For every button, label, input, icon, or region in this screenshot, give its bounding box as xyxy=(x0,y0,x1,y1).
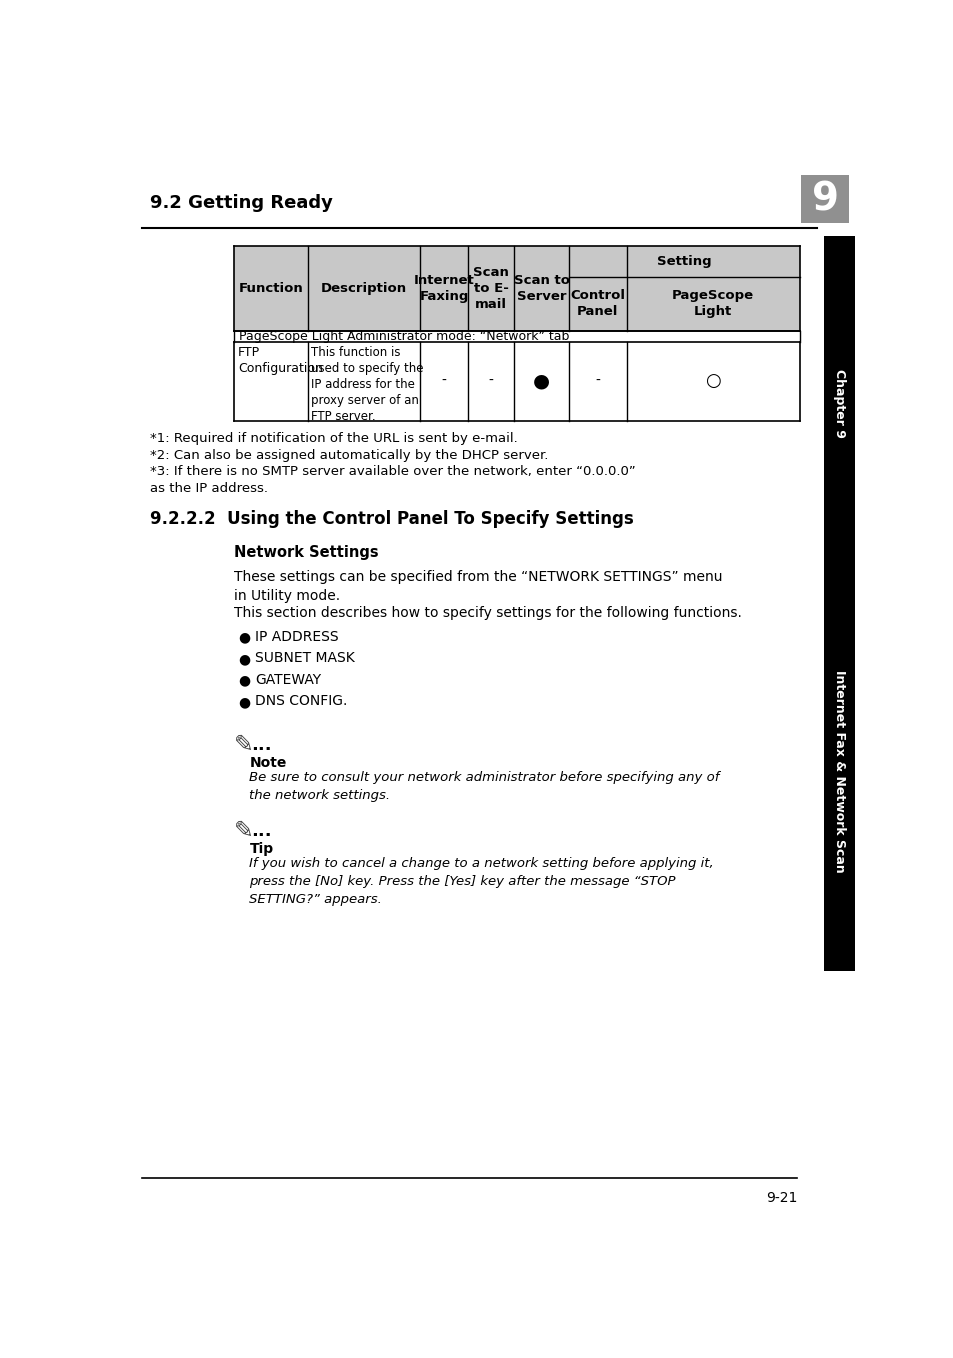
Text: ✎: ✎ xyxy=(233,733,253,756)
Text: Chapter 9: Chapter 9 xyxy=(833,369,845,439)
Text: *2: Can also be assigned automatically by the DHCP server.: *2: Can also be assigned automatically b… xyxy=(150,448,548,462)
Text: ●: ● xyxy=(238,674,251,687)
Text: Be sure to consult your network administrator before specifying any of
the netwo: Be sure to consult your network administ… xyxy=(249,771,720,803)
Text: IP ADDRESS: IP ADDRESS xyxy=(254,630,338,644)
Text: Scan
to E-
mail: Scan to E- mail xyxy=(473,266,509,311)
Text: Control
Panel: Control Panel xyxy=(570,289,624,318)
Text: Note: Note xyxy=(249,756,287,770)
Text: Function: Function xyxy=(238,282,303,295)
Text: Internet
Faxing: Internet Faxing xyxy=(414,274,474,303)
Text: These settings can be specified from the “NETWORK SETTINGS” menu
in Utility mode: These settings can be specified from the… xyxy=(233,569,721,603)
Text: GATEWAY: GATEWAY xyxy=(254,672,320,687)
Text: -: - xyxy=(441,375,446,388)
Text: This section describes how to specify settings for the following functions.: This section describes how to specify se… xyxy=(233,607,741,621)
Text: If you wish to cancel a change to a network setting before applying it,
press th: If you wish to cancel a change to a netw… xyxy=(249,857,714,907)
Text: ●: ● xyxy=(238,695,251,709)
Text: ...: ... xyxy=(251,736,272,754)
Text: -: - xyxy=(595,375,599,388)
Text: ●: ● xyxy=(238,630,251,644)
Text: Setting: Setting xyxy=(657,255,711,268)
Text: 9.2 Getting Ready: 9.2 Getting Ready xyxy=(150,194,333,212)
FancyBboxPatch shape xyxy=(823,572,855,971)
Text: Description: Description xyxy=(320,282,406,295)
Text: ○: ○ xyxy=(704,372,720,390)
Text: ...: ... xyxy=(251,822,272,841)
Text: 9.2.2.2  Using the Control Panel To Specify Settings: 9.2.2.2 Using the Control Panel To Speci… xyxy=(150,511,634,528)
Text: PageScope Light Administrator mode: “Network” tab: PageScope Light Administrator mode: “Net… xyxy=(238,330,568,342)
Text: ●: ● xyxy=(238,652,251,665)
Text: FTP
Configuration: FTP Configuration xyxy=(237,346,322,375)
Text: Scan to
Server: Scan to Server xyxy=(513,274,569,303)
Text: *1: Required if notification of the URL is sent by e-mail.: *1: Required if notification of the URL … xyxy=(150,432,517,445)
Text: 9-21: 9-21 xyxy=(765,1191,797,1205)
Text: Internet Fax & Network Scan: Internet Fax & Network Scan xyxy=(833,669,845,873)
Text: SUBNET MASK: SUBNET MASK xyxy=(254,650,355,665)
Text: PageScope
Light: PageScope Light xyxy=(672,289,754,318)
Text: Network Settings: Network Settings xyxy=(233,545,378,559)
Text: This function is
used to specify the
IP address for the
proxy server of an
FTP s: This function is used to specify the IP … xyxy=(311,346,423,424)
Text: Tip: Tip xyxy=(249,842,274,856)
FancyBboxPatch shape xyxy=(233,246,799,331)
Text: -: - xyxy=(488,375,493,388)
Text: ✎: ✎ xyxy=(233,819,253,843)
FancyBboxPatch shape xyxy=(823,236,855,572)
Text: 9: 9 xyxy=(811,181,838,219)
Text: DNS CONFIG.: DNS CONFIG. xyxy=(254,694,347,709)
Text: *3: If there is no SMTP server available over the network, enter “0.0.0.0”
as th: *3: If there is no SMTP server available… xyxy=(150,464,636,494)
FancyBboxPatch shape xyxy=(801,175,848,223)
Text: ●: ● xyxy=(533,372,550,391)
